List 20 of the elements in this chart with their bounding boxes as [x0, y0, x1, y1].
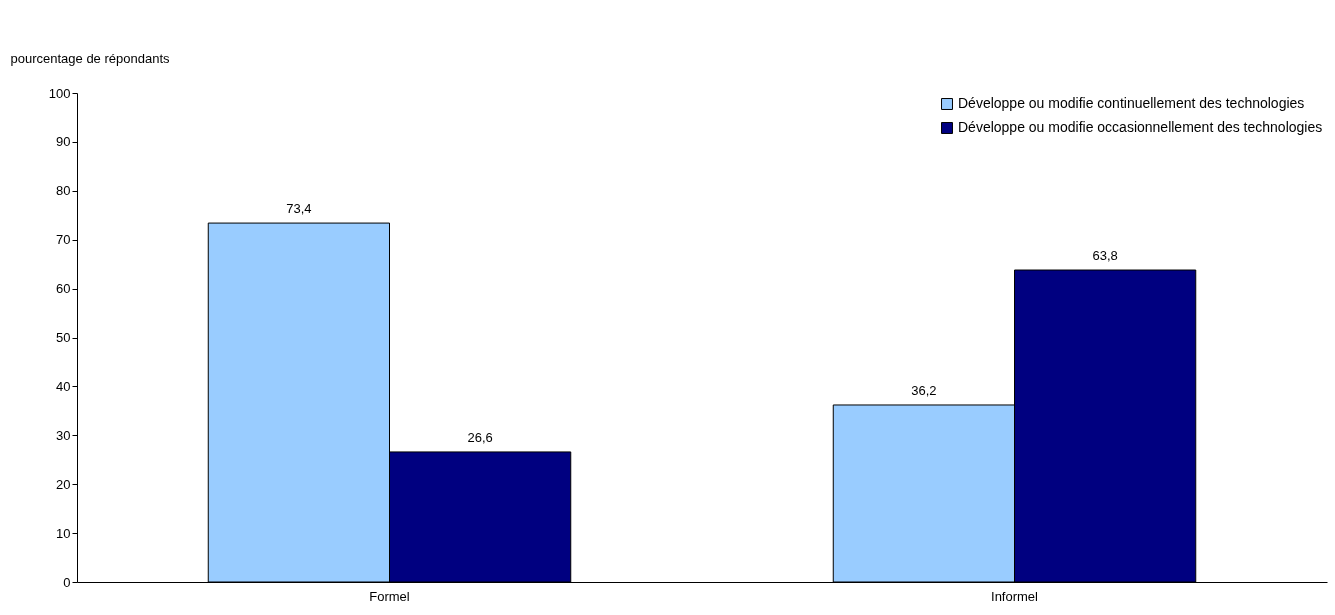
y-tick-label: 20 — [56, 476, 71, 492]
y-tick-label: 30 — [56, 427, 71, 443]
y-tick-label: 100 — [48, 85, 71, 101]
y-tick-label: 60 — [56, 281, 71, 297]
y-tick-label: 10 — [56, 525, 71, 541]
data-label: 36,2 — [911, 382, 937, 398]
y-tick-label: 50 — [56, 330, 71, 345]
y-tick-label: 80 — [56, 183, 71, 199]
data-label: 73,4 — [286, 201, 312, 217]
x-tick-label: Informel — [991, 588, 1039, 604]
y-axis-title: pourcentage de répondants — [10, 50, 171, 66]
y-tick-label: 40 — [56, 378, 71, 394]
data-label: 26,6 — [467, 429, 493, 445]
legend-label: Développe ou modifie occasionnellement des technologies — [958, 119, 1323, 135]
data-label: 63,8 — [1092, 248, 1118, 264]
legend-label: Développe ou modifie continuellement des technologies — [958, 95, 1305, 111]
y-tick-label: 70 — [56, 232, 71, 248]
y-tick-label: 0 — [63, 574, 71, 590]
y-tick-label: 90 — [56, 134, 71, 150]
x-tick-label: Formel — [369, 588, 410, 604]
